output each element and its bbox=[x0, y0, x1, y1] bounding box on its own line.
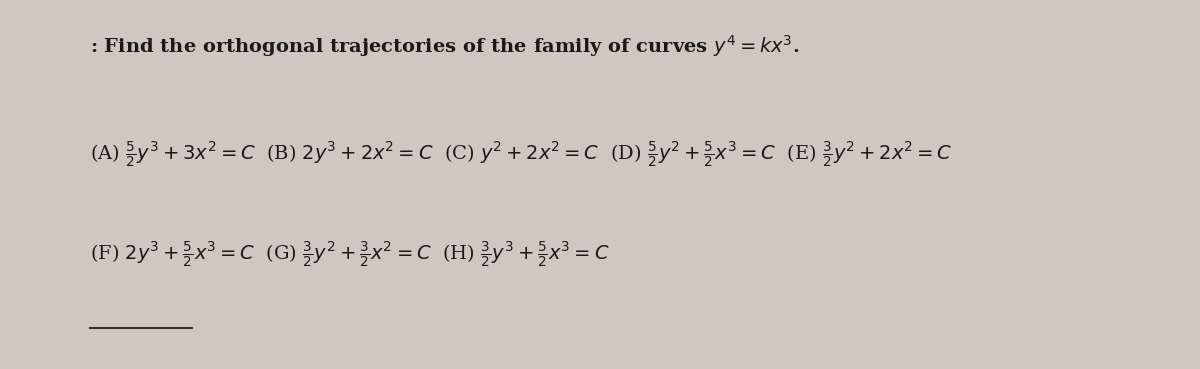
Text: : Find the orthogonal trajectories of the family of curves $y^4 = kx^3$.: : Find the orthogonal trajectories of th… bbox=[90, 33, 799, 59]
Text: (A) $\frac{5}{2}y^3 + 3x^2 = C$  (B) $2y^3 + 2x^2 = C$  (C) $y^2 + 2x^2 = C$  (D: (A) $\frac{5}{2}y^3 + 3x^2 = C$ (B) $2y^… bbox=[90, 140, 953, 170]
Text: (F) $2y^3 + \frac{5}{2}x^3 = C$  (G) $\frac{3}{2}y^2 + \frac{3}{2}x^2 = C$  (H) : (F) $2y^3 + \frac{5}{2}x^3 = C$ (G) $\fr… bbox=[90, 240, 610, 270]
